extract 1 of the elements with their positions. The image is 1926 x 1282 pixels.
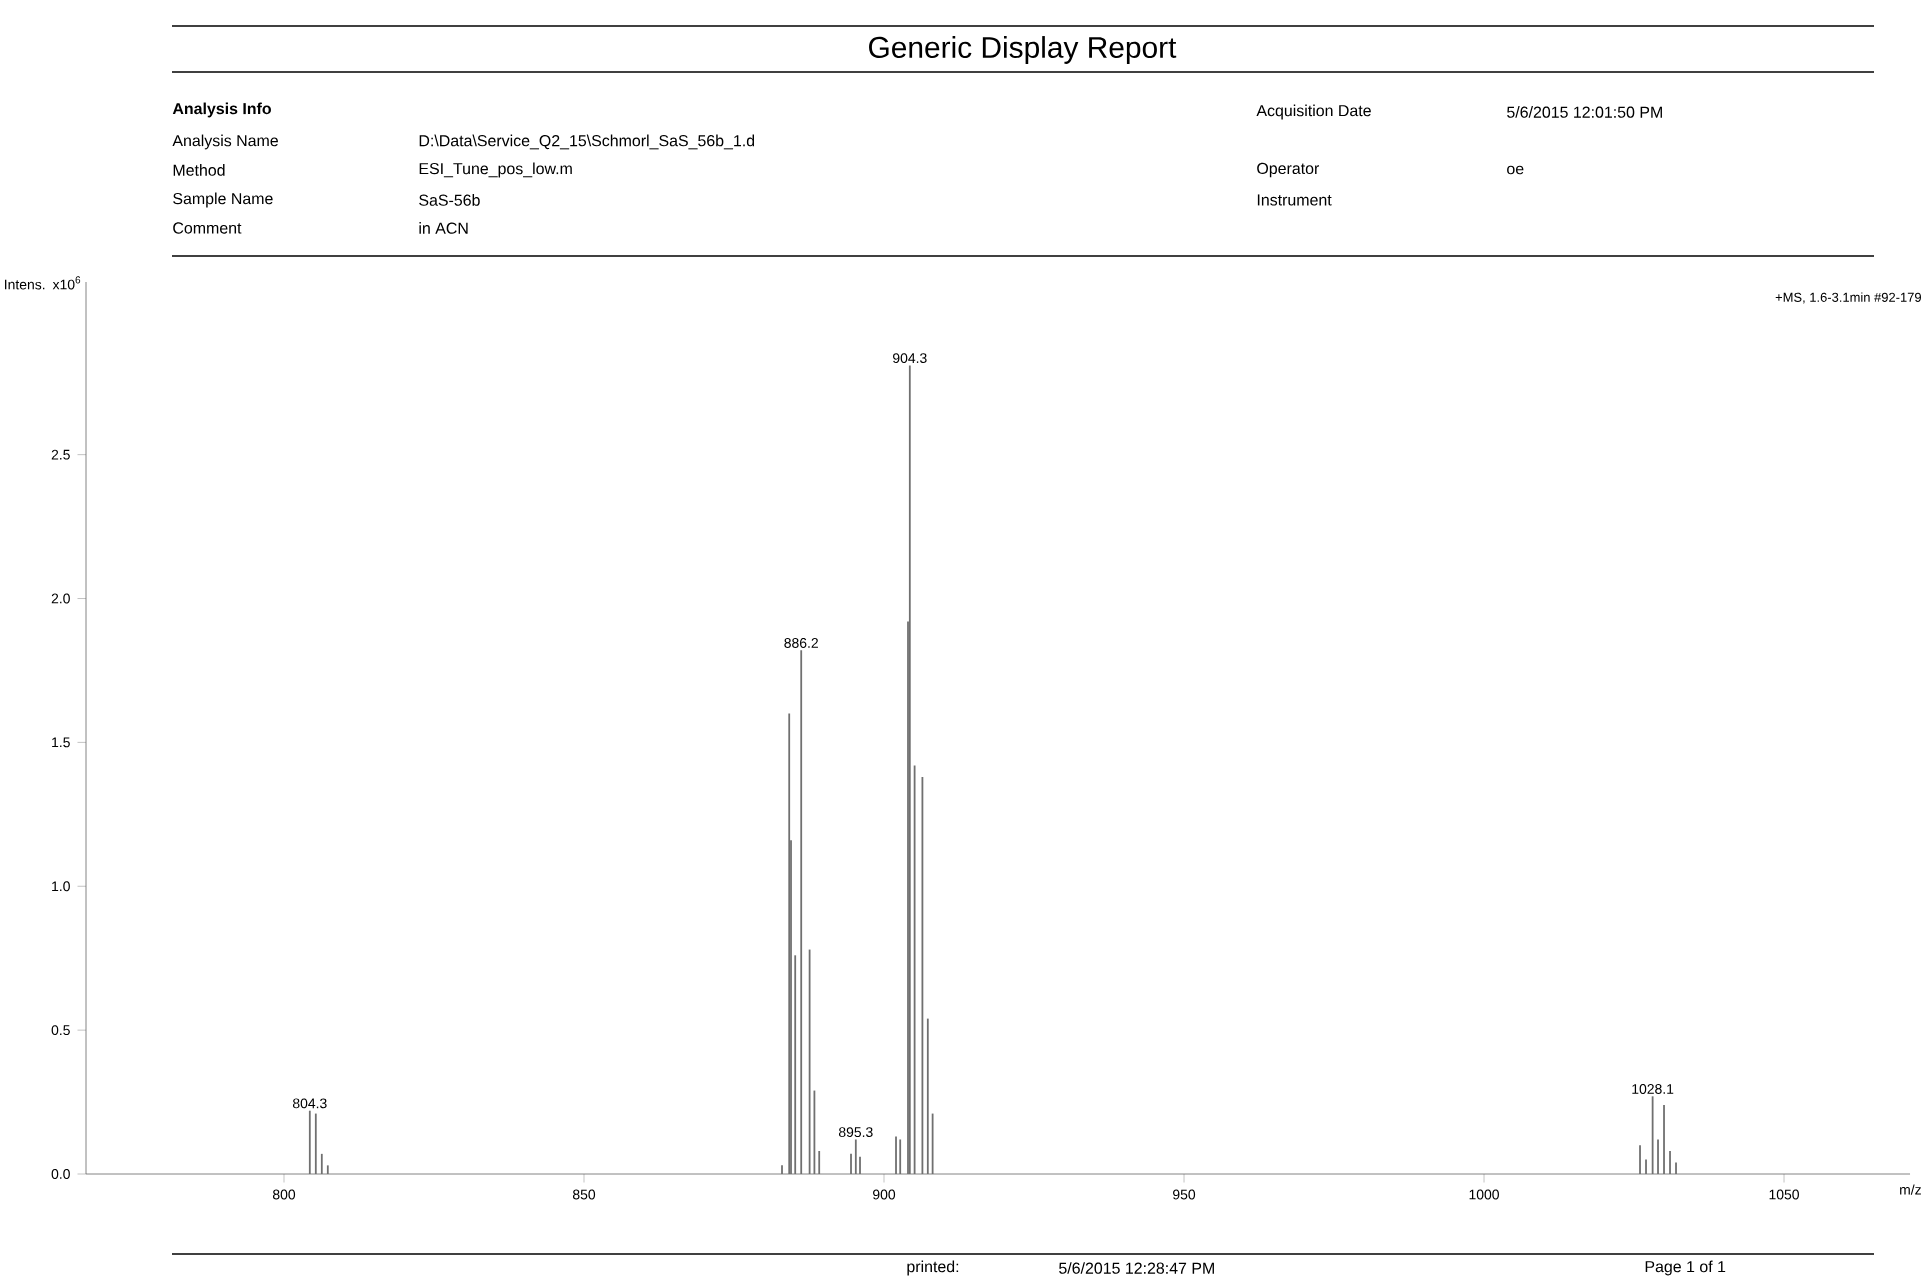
- chart-title: Generic Display Report: [869, 36, 1177, 64]
